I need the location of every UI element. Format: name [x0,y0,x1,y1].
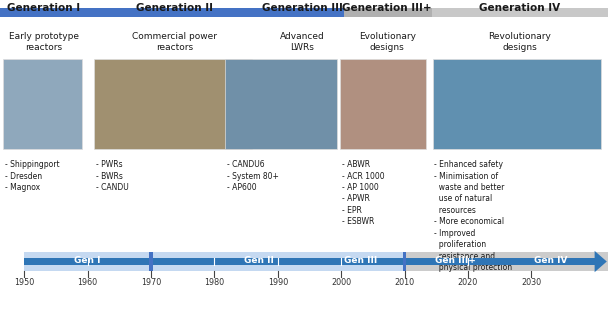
Text: Generation III: Generation III [261,3,343,13]
Text: - PWRs
- BWRs
- CANDU: - PWRs - BWRs - CANDU [96,160,129,192]
Bar [88,8,261,17]
Text: Gen III+: Gen III+ [435,256,475,265]
Text: 2010: 2010 [395,278,415,287]
Text: 1950: 1950 [14,278,35,287]
Text: 2020: 2020 [458,278,478,287]
Bar [0,8,88,17]
Text: 2030: 2030 [521,278,541,287]
Text: Generation III+: Generation III+ [342,3,432,13]
Polygon shape [595,251,607,272]
Text: Generation IV: Generation IV [479,3,561,13]
Text: 1970: 1970 [141,278,161,287]
Text: Early prototype
reactors: Early prototype reactors [9,32,79,52]
Text: Advanced
LWRs: Advanced LWRs [280,32,325,52]
Text: - Enhanced safety
- Minimisation of
  waste and better
  use of natural
  resour: - Enhanced safety - Minimisation of wast… [434,160,512,272]
Text: Generation II: Generation II [136,3,213,13]
Text: Gen IV: Gen IV [533,256,567,265]
Text: 1980: 1980 [204,278,224,287]
Text: Gen II: Gen II [244,256,274,265]
Bar [149,252,153,271]
Text: 1990: 1990 [268,278,288,287]
Bar [3,59,82,149]
Text: 2000: 2000 [331,278,351,287]
Bar [404,252,608,271]
Bar [432,8,608,17]
Text: Commercial power
reactors: Commercial power reactors [132,32,217,52]
Text: 1960: 1960 [78,278,98,287]
Bar [24,258,595,265]
Bar [225,59,337,149]
Bar [433,59,601,149]
Bar [344,8,432,17]
Text: Gen III: Gen III [344,256,377,265]
Bar [24,252,404,271]
Text: Revolutionary
designs: Revolutionary designs [488,32,551,52]
Bar [94,59,252,149]
Bar [261,8,344,17]
Text: - ABWR
- ACR 1000
- AP 1000
- APWR
- EPR
- ESBWR: - ABWR - ACR 1000 - AP 1000 - APWR - EPR… [342,160,384,226]
Text: - Shippingport
- Dresden
- Magnox: - Shippingport - Dresden - Magnox [5,160,60,192]
Text: Evolutionary
designs: Evolutionary designs [359,32,416,52]
Text: Gen I: Gen I [74,256,101,265]
Bar [402,252,406,271]
Text: - CANDU6
- System 80+
- AP600: - CANDU6 - System 80+ - AP600 [227,160,278,192]
Bar [340,59,426,149]
Text: Generation I: Generation I [7,3,80,13]
